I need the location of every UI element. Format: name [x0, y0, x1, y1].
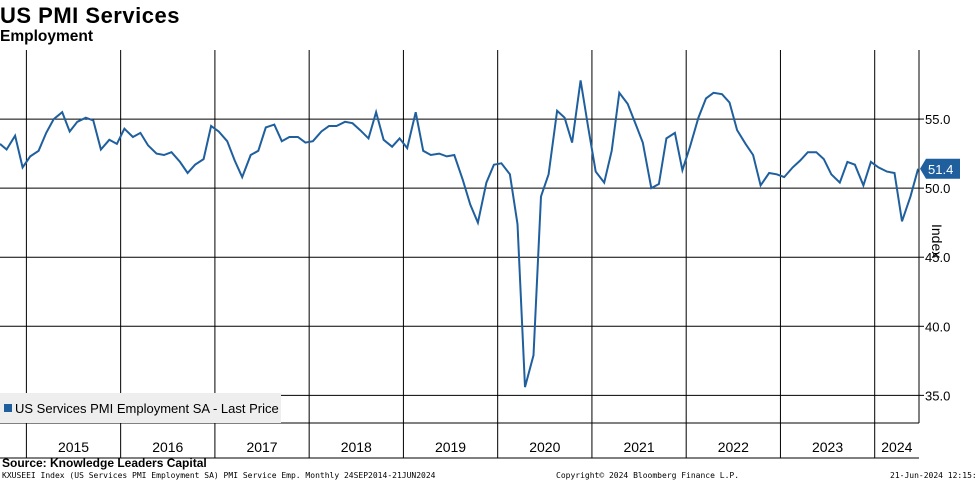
- last-value-marker: 51.4: [920, 158, 960, 179]
- y-tick-label: 45.0: [925, 250, 950, 265]
- x-year-label: 2021: [623, 439, 654, 455]
- source-note: Source: Knowledge Leaders Capital: [2, 456, 207, 470]
- x-year-label: 2022: [718, 439, 749, 455]
- y-tick-label: 55.0: [925, 112, 950, 127]
- footer-copyright: Copyright© 2024 Bloomberg Finance L.P.: [556, 471, 740, 480]
- x-year-label: 2018: [341, 439, 372, 455]
- x-year-label: 2015: [58, 439, 89, 455]
- x-year-label: 2024: [881, 439, 912, 455]
- y-axis-title: Index: [929, 224, 945, 259]
- legend-swatch: [4, 404, 12, 412]
- legend-label: US Services PMI Employment SA - Last Pri…: [15, 400, 279, 416]
- x-year-label: 2019: [435, 439, 466, 455]
- legend: US Services PMI Employment SA - Last Pri…: [0, 393, 281, 423]
- x-year-label: 2023: [812, 439, 843, 455]
- x-year-label: 2016: [152, 439, 183, 455]
- footer-index-info: KXUSEEI Index (US Services PMI Employmen…: [2, 471, 436, 480]
- x-year-label: 2020: [529, 439, 560, 455]
- footer-timestamp: 21-Jun-2024 12:15:27: [890, 471, 975, 480]
- series-line: [0, 80, 920, 388]
- x-year-label: 2017: [246, 439, 277, 455]
- chart-title: US PMI Services: [0, 3, 180, 28]
- y-tick-label: 40.0: [925, 319, 950, 334]
- y-tick-label: 50.0: [925, 181, 950, 196]
- last-value-label: 51.4: [928, 162, 953, 177]
- last-value-badge: [920, 158, 960, 179]
- y-tick-label: 35.0: [925, 388, 950, 403]
- chart-subtitle: Employment: [0, 28, 94, 45]
